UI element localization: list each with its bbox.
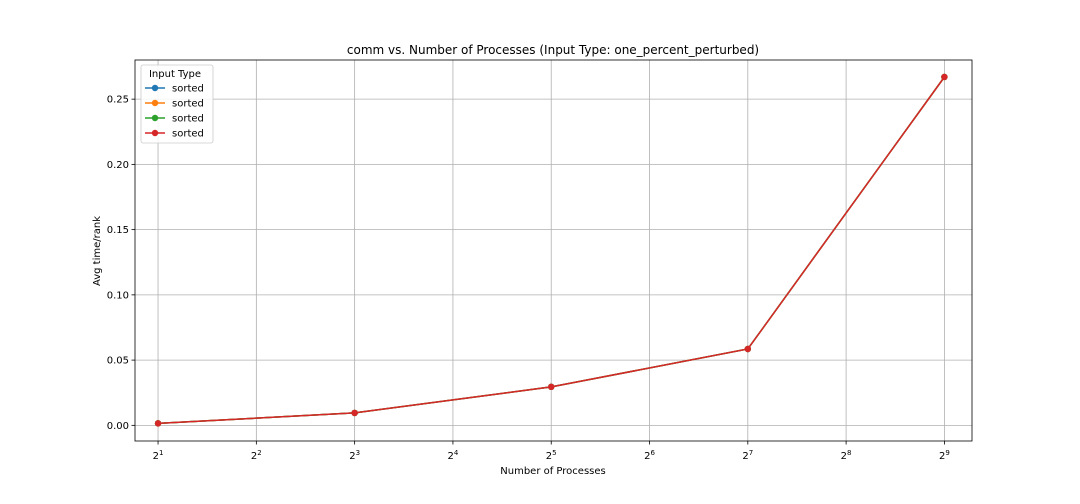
series-layer: [154, 73, 948, 427]
x-axis-label: Number of Processes: [500, 466, 605, 477]
x-tick-label: 21: [153, 449, 164, 462]
legend-label: sorted: [172, 84, 204, 95]
legend-marker: [151, 99, 159, 107]
x-tick-label: 23: [349, 449, 360, 462]
legend-entry: sorted: [145, 129, 204, 140]
legend-marker: [151, 84, 159, 92]
x-tick-label: 27: [742, 449, 753, 462]
legend-label: sorted: [172, 99, 204, 110]
data-point: [548, 383, 555, 391]
y-tick-label: 0.00: [107, 421, 129, 432]
data-point: [744, 345, 752, 353]
data-point: [154, 420, 162, 427]
legend: Input Type sorted sorted sorted sorted: [140, 64, 214, 144]
y-tick-label: 0.25: [107, 95, 129, 106]
y-tick-label: 0.20: [107, 160, 129, 171]
legend-title: Input Type: [149, 69, 201, 80]
y-tick-label: 0.15: [107, 225, 129, 236]
legend-box: [140, 64, 214, 144]
legend-marker: [151, 114, 159, 122]
chart-title: comm vs. Number of Processes (Input Type…: [347, 43, 759, 57]
x-tick-label: 29: [939, 449, 950, 462]
plot-frame: [134, 59, 973, 442]
axes: 21 22 23 24 25 26 27 28 29 0.00 0.05 0.10 0.15 0.20 0.…: [107, 59, 973, 462]
grid: [135, 60, 972, 441]
legend-entry: sorted: [145, 99, 204, 110]
data-point: [351, 409, 358, 417]
legend-label: sorted: [172, 114, 204, 125]
x-tick-label: 25: [546, 449, 557, 462]
legend-entry: sorted: [145, 84, 204, 95]
legend-marker: [151, 129, 159, 137]
x-tick-label: 26: [644, 449, 655, 462]
x-tick-label: 24: [448, 449, 459, 462]
y-tick-label: 0.10: [107, 290, 129, 301]
data-point: [941, 73, 948, 81]
y-tick-label: 0.05: [107, 356, 129, 367]
x-tick-label: 22: [251, 449, 262, 462]
y-axis-label: Avg time/rank: [92, 216, 103, 286]
legend-entry: sorted: [145, 114, 204, 125]
legend-label: sorted: [172, 129, 204, 140]
series-4: [154, 73, 948, 427]
x-tick-label: 28: [841, 449, 852, 462]
